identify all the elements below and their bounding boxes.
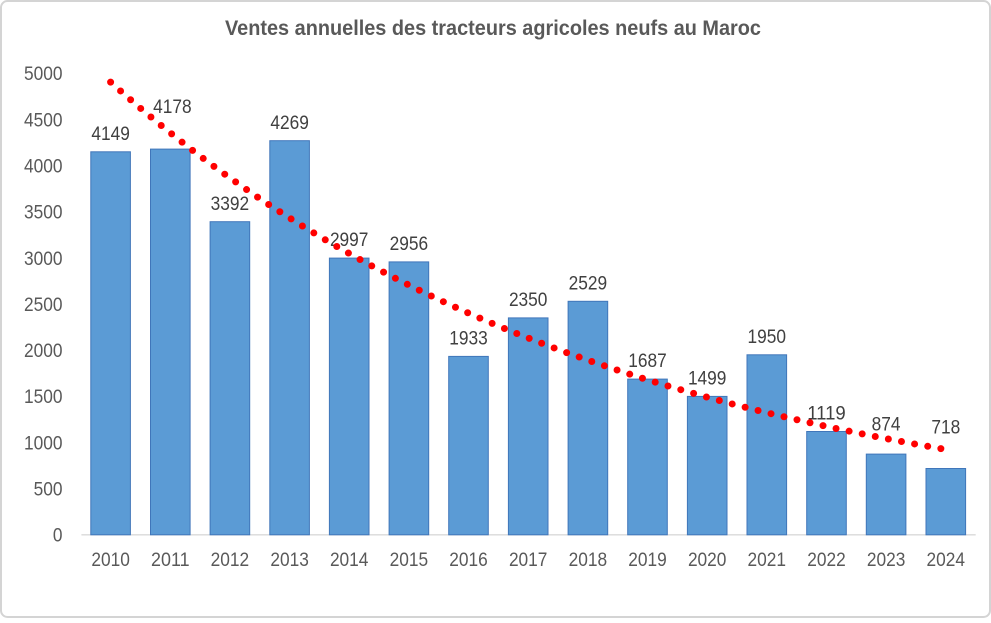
svg-text:4269: 4269 (270, 113, 309, 134)
svg-text:2022: 2022 (807, 550, 846, 571)
svg-text:2350: 2350 (509, 290, 548, 311)
svg-text:3500: 3500 (24, 203, 63, 224)
svg-text:3000: 3000 (24, 249, 63, 270)
svg-text:4000: 4000 (24, 157, 63, 178)
svg-text:1499: 1499 (688, 369, 727, 390)
svg-text:1950: 1950 (748, 327, 787, 348)
svg-text:2021: 2021 (748, 550, 787, 571)
svg-text:4178: 4178 (153, 97, 192, 118)
svg-text:2529: 2529 (569, 273, 608, 294)
svg-text:2020: 2020 (688, 550, 727, 571)
svg-text:500: 500 (34, 480, 63, 501)
svg-text:2014: 2014 (330, 550, 369, 571)
svg-text:1500: 1500 (24, 387, 63, 408)
svg-text:5000: 5000 (24, 64, 63, 85)
svg-text:2019: 2019 (628, 550, 667, 571)
svg-text:2016: 2016 (449, 550, 488, 571)
svg-text:2023: 2023 (867, 550, 906, 571)
svg-text:4149: 4149 (91, 124, 130, 145)
svg-text:1119: 1119 (807, 404, 846, 425)
svg-text:2010: 2010 (91, 550, 130, 571)
svg-text:2015: 2015 (390, 550, 429, 571)
svg-text:2013: 2013 (270, 550, 309, 571)
svg-text:4500: 4500 (24, 110, 63, 131)
svg-text:2956: 2956 (390, 234, 429, 255)
svg-text:874: 874 (872, 414, 901, 435)
svg-text:2017: 2017 (509, 550, 548, 571)
svg-text:1687: 1687 (628, 351, 667, 372)
svg-text:Ventes annuelles des tracteurs: Ventes annuelles des tracteurs agricoles… (225, 16, 761, 40)
svg-text:2024: 2024 (927, 550, 966, 571)
svg-text:3392: 3392 (211, 194, 250, 215)
svg-text:1933: 1933 (449, 329, 488, 350)
svg-text:2012: 2012 (211, 550, 250, 571)
svg-text:2018: 2018 (569, 550, 608, 571)
svg-text:0: 0 (53, 526, 63, 547)
svg-text:2500: 2500 (24, 295, 63, 316)
svg-text:1000: 1000 (24, 433, 63, 454)
svg-text:2000: 2000 (24, 341, 63, 362)
svg-text:2011: 2011 (151, 550, 190, 571)
svg-text:718: 718 (931, 418, 960, 439)
